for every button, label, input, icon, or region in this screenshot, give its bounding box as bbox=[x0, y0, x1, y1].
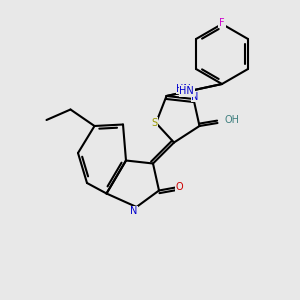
Text: N: N bbox=[191, 92, 199, 102]
Text: HN: HN bbox=[179, 86, 194, 96]
Text: O: O bbox=[175, 182, 183, 193]
Text: N: N bbox=[130, 206, 137, 217]
Text: OH: OH bbox=[224, 115, 239, 125]
Text: S: S bbox=[152, 118, 158, 128]
Text: F: F bbox=[219, 17, 225, 28]
Text: HN: HN bbox=[176, 83, 191, 94]
